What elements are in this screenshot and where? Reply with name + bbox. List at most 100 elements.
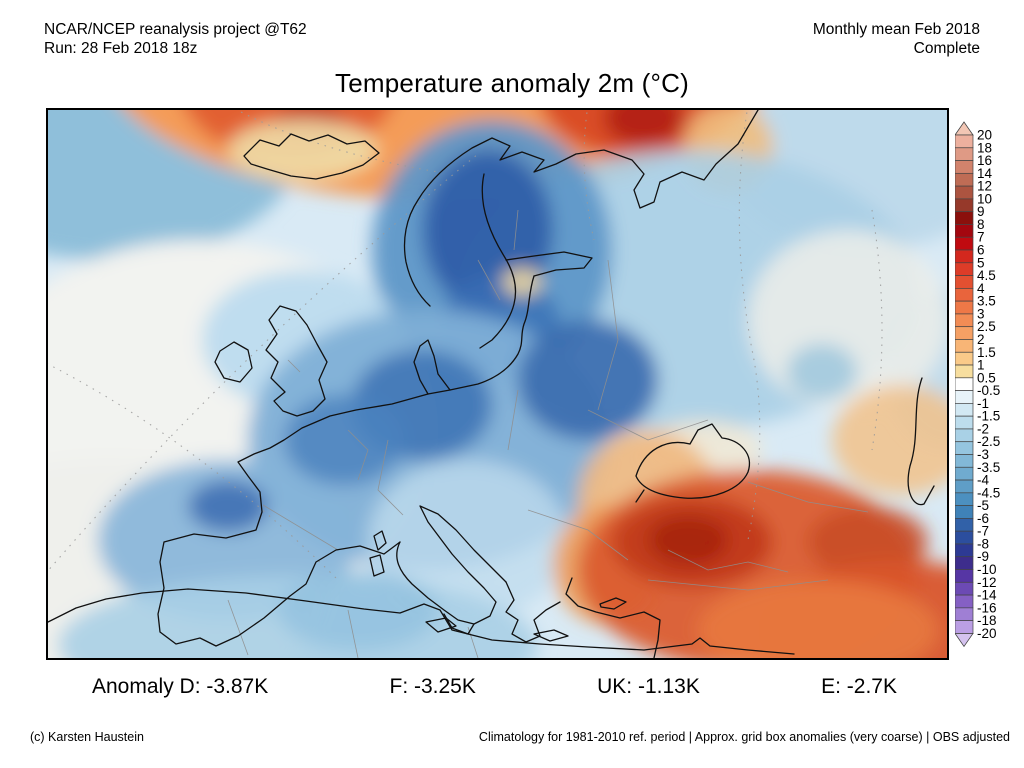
colorbar-segment xyxy=(955,364,974,378)
coast-corsica xyxy=(373,530,387,551)
coast-sicily xyxy=(425,617,457,633)
colorbar-tick-label: -3 xyxy=(977,447,989,462)
colorbar-segment xyxy=(955,556,974,570)
colorbar-segment xyxy=(955,428,974,442)
colorbar-segment xyxy=(955,313,974,327)
colorbar-tick-label: -2 xyxy=(977,421,989,436)
colorbar-tick-label: 5 xyxy=(977,255,985,270)
colorbar-tick-label: -7 xyxy=(977,523,989,538)
period-label: Monthly mean Feb 2018 xyxy=(812,21,980,38)
colorbar-tick-label: 2.5 xyxy=(977,319,996,334)
colorbar-segment xyxy=(955,479,974,494)
colorbar-segment xyxy=(955,262,974,276)
colorbar-tick-label: 0.5 xyxy=(977,370,996,385)
colorbar-segment xyxy=(955,594,974,609)
colorbar-tick-label: -1 xyxy=(977,396,989,411)
coast-cyprus xyxy=(599,597,627,610)
colorbar-segment xyxy=(955,543,974,557)
colorbar-segment xyxy=(955,287,974,302)
coast-baltic xyxy=(479,173,517,349)
anomaly-e: E: -2.7K xyxy=(821,674,897,698)
map-area: 20 18 16 14 12 10 9 8 7 6 5 4.5 4 3.5 3 2.5 2 1.5 1 0.5 -0.5… xyxy=(46,107,1016,660)
colorbar-tick-label: -3.5 xyxy=(977,460,1000,475)
colorbar-tick-label: 18 xyxy=(977,140,992,155)
footer: (c) Karsten Haustein Climatology for 198… xyxy=(0,730,1024,744)
colorbar-segment xyxy=(955,568,974,583)
colorbar-tick-label: 6 xyxy=(977,242,985,257)
colorbar-segment xyxy=(955,377,974,391)
colorbar-tick-label: 20 xyxy=(977,127,992,142)
colorbar-segment xyxy=(955,338,974,353)
coast-uk xyxy=(265,305,328,417)
coast-black-sea xyxy=(635,423,750,499)
colorbar-segment xyxy=(955,223,974,238)
colorbar-segment xyxy=(955,620,974,634)
colorbar-tick-label: -20 xyxy=(977,626,997,641)
colorbar-tick-label: -9 xyxy=(977,549,989,564)
climatology-note: Climatology for 1981-2010 ref. period | … xyxy=(478,729,1010,744)
colorbar-tick-label: 12 xyxy=(977,178,992,193)
colorbar-tick-label: -6 xyxy=(977,511,989,526)
colorbar-tick-label: -14 xyxy=(977,587,997,602)
colorbar-arrow-bottom xyxy=(955,632,974,647)
coast-greece xyxy=(505,581,561,643)
colorbar-tick-label: -2.5 xyxy=(977,434,1000,449)
colorbar-segment xyxy=(955,581,974,596)
colorbar-segment xyxy=(955,530,974,545)
colorbar-tick-label: -5 xyxy=(977,498,989,513)
coast-italy xyxy=(396,541,475,635)
project-name: NCAR/NCEP reanalysis project @T62 xyxy=(44,21,307,38)
colorbar-segment xyxy=(955,607,974,621)
coast-ireland xyxy=(214,341,253,383)
colorbar-segment xyxy=(955,402,974,417)
colorbar-tick-label: -4 xyxy=(977,472,989,487)
colorbar-segment xyxy=(955,466,974,481)
colorbar-tick-label: 4.5 xyxy=(977,268,996,283)
colorbar-segment xyxy=(955,351,974,366)
colorbar-tick-label: 3 xyxy=(977,306,985,321)
colorbar-tick-label: -12 xyxy=(977,575,997,590)
colorbar-tick-label: 10 xyxy=(977,191,992,206)
page-title: Temperature anomaly 2m (°C) xyxy=(335,67,689,98)
colorbar-segment xyxy=(955,415,974,430)
colorbar-tick-label: 4 xyxy=(977,281,985,296)
coast-adriatic xyxy=(419,505,507,625)
anomaly-field-layer xyxy=(48,109,947,658)
colorbar-segment xyxy=(955,236,974,251)
colorbar-arrow-top xyxy=(955,121,974,136)
colorbar-segment xyxy=(955,249,974,263)
run-info: Run: 28 Feb 2018 18z xyxy=(44,39,198,57)
colorbar-tick-label: -16 xyxy=(977,600,997,615)
header-right: Monthly mean Feb 2018 Complete xyxy=(813,21,980,59)
colorbar-tick-label: -0.5 xyxy=(977,383,1000,398)
coast-scandinavia xyxy=(403,109,759,307)
colorbar-tick-label: 14 xyxy=(977,166,993,181)
status-label: Complete xyxy=(913,39,980,57)
coast-north-africa xyxy=(48,588,795,655)
copyright-label: (c) Karsten Haustein xyxy=(30,729,144,744)
anomaly-uk: UK: -1.13K xyxy=(597,674,700,698)
colorbar-tick-label: 7 xyxy=(977,230,985,245)
anomaly-summary-row: Anomaly D: -3.87K F: -3.25K UK: -1.13K E… xyxy=(46,675,945,699)
coast-iceland xyxy=(243,133,380,180)
colorbar-segment xyxy=(955,160,974,174)
coast-west-europe xyxy=(157,393,429,647)
colorbar-tick-label: 9 xyxy=(977,204,985,219)
header-left: NCAR/NCEP reanalysis project @T62 Run: 2… xyxy=(44,21,307,59)
coast-crete xyxy=(533,629,569,642)
colorbar-segment xyxy=(955,134,974,148)
coastlines xyxy=(48,109,935,658)
colorbar-tick-label: 1.5 xyxy=(977,345,996,360)
colorbar-segment xyxy=(955,441,974,455)
colorbar-tick-label: 2 xyxy=(977,332,985,347)
header: NCAR/NCEP reanalysis project @T62 Run: 2… xyxy=(0,0,1024,59)
graticule-lines xyxy=(48,109,883,581)
temperature-colorbar: 201816141210987654.543.532.521.510.5-0.5… xyxy=(955,121,1000,647)
colorbar-segment xyxy=(955,147,974,161)
colorbar-segment xyxy=(955,326,974,340)
coast-turkey-south xyxy=(565,577,661,658)
colorbar-tick-label: 1 xyxy=(977,357,985,372)
colorbar-segment xyxy=(955,172,974,187)
colorbar-segment xyxy=(955,198,974,212)
